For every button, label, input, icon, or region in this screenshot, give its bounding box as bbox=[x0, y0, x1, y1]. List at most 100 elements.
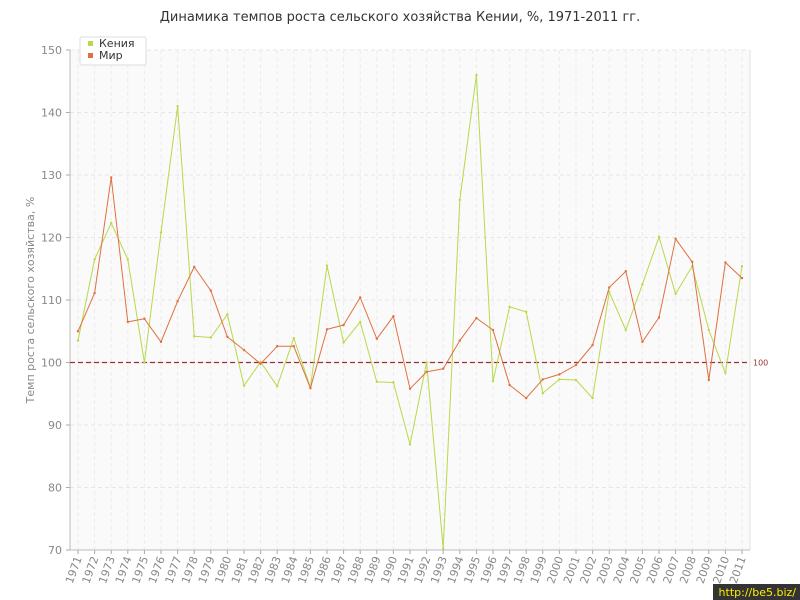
data-point-kenya bbox=[458, 198, 461, 202]
data-point-world bbox=[76, 330, 80, 333]
data-point-world bbox=[176, 300, 179, 303]
data-point-world bbox=[292, 345, 295, 348]
data-point-world bbox=[359, 296, 362, 299]
data-point-world bbox=[525, 396, 528, 400]
data-point-world bbox=[392, 315, 395, 318]
y-axis-title: Темп роста сельского хозяйства, % bbox=[24, 197, 37, 405]
data-point-kenya bbox=[574, 378, 578, 382]
y-tick-label: 130 bbox=[41, 169, 62, 182]
data-point-kenya bbox=[740, 265, 744, 268]
legend-label-world: Мир bbox=[99, 49, 123, 62]
data-point-kenya bbox=[707, 328, 710, 332]
data-point-kenya bbox=[292, 336, 295, 340]
data-point-kenya bbox=[159, 231, 163, 234]
series-lines bbox=[76, 73, 744, 550]
data-point-world bbox=[259, 362, 262, 365]
data-point-kenya bbox=[110, 221, 113, 225]
legend-swatch-kenya bbox=[88, 41, 93, 46]
data-point-world bbox=[724, 261, 727, 264]
data-point-world bbox=[425, 370, 428, 374]
data-point-world bbox=[309, 386, 312, 390]
data-point-kenya bbox=[76, 339, 80, 342]
data-point-world bbox=[276, 345, 279, 348]
data-point-world bbox=[691, 260, 694, 264]
data-point-kenya bbox=[674, 292, 677, 295]
data-point-world bbox=[242, 348, 246, 352]
data-point-world bbox=[674, 237, 677, 240]
y-tick-label: 80 bbox=[48, 482, 62, 495]
y-tick-label: 120 bbox=[41, 232, 62, 245]
data-point-world bbox=[707, 378, 710, 382]
data-point-world bbox=[442, 367, 445, 370]
data-point-world bbox=[641, 340, 644, 344]
data-point-world bbox=[143, 317, 146, 320]
y-tick-label: 150 bbox=[41, 44, 62, 57]
data-point-world bbox=[458, 339, 461, 342]
data-point-world bbox=[541, 378, 544, 381]
y-tick-label: 70 bbox=[48, 544, 62, 557]
data-point-kenya bbox=[242, 384, 246, 387]
y-tick-label: 90 bbox=[48, 419, 62, 432]
data-point-world bbox=[558, 373, 561, 376]
data-point-kenya bbox=[624, 328, 627, 332]
data-point-world bbox=[491, 328, 495, 332]
data-point-kenya bbox=[541, 391, 544, 395]
data-point-kenya bbox=[724, 371, 727, 375]
data-point-kenya bbox=[475, 73, 478, 77]
data-point-world bbox=[93, 291, 96, 295]
data-point-world bbox=[226, 335, 229, 339]
data-point-kenya bbox=[425, 361, 428, 364]
data-point-world bbox=[342, 323, 345, 327]
data-point-kenya bbox=[226, 313, 229, 316]
data-point-world bbox=[375, 337, 378, 340]
y-tick-label: 100 bbox=[41, 357, 62, 370]
data-point-world bbox=[591, 343, 594, 347]
legend-box bbox=[79, 36, 147, 66]
data-point-kenya bbox=[375, 380, 378, 384]
data-point-kenya bbox=[442, 547, 445, 550]
data-point-world bbox=[209, 289, 212, 292]
data-point-world bbox=[657, 316, 661, 319]
data-point-world bbox=[508, 383, 511, 387]
data-point-world bbox=[608, 286, 611, 289]
data-point-kenya bbox=[193, 335, 196, 338]
data-point-kenya bbox=[491, 380, 495, 383]
data-point-kenya bbox=[359, 320, 362, 324]
data-point-world bbox=[110, 176, 113, 179]
data-point-kenya bbox=[525, 310, 528, 314]
legend: Кения Мир bbox=[79, 36, 147, 66]
data-point-kenya bbox=[143, 361, 146, 364]
data-point-world bbox=[408, 387, 412, 390]
data-point-world bbox=[740, 276, 744, 280]
chart-title: Динамика темпов роста сельского хозяйств… bbox=[159, 10, 641, 25]
legend-swatch-world bbox=[88, 53, 93, 58]
data-point-kenya bbox=[176, 105, 179, 108]
legend-label-kenya: Кения bbox=[99, 37, 135, 50]
data-point-kenya bbox=[342, 341, 345, 344]
reference-line-group: 100 bbox=[70, 359, 768, 368]
data-point-kenya bbox=[392, 381, 395, 384]
data-point-world bbox=[159, 340, 163, 344]
data-point-world bbox=[624, 270, 627, 273]
data-point-kenya bbox=[93, 258, 96, 261]
data-point-kenya bbox=[209, 336, 212, 339]
data-point-kenya bbox=[508, 305, 511, 309]
data-point-world bbox=[126, 320, 129, 324]
y-tick-label: 110 bbox=[41, 294, 62, 307]
data-point-world bbox=[193, 265, 196, 269]
y-tick-label: 140 bbox=[41, 107, 62, 120]
axes bbox=[66, 49, 751, 554]
data-point-kenya bbox=[126, 258, 129, 261]
data-point-kenya bbox=[641, 283, 644, 286]
data-point-kenya bbox=[276, 385, 279, 388]
data-point-world bbox=[325, 328, 329, 331]
watermark-link[interactable]: http://be5.biz/ bbox=[712, 584, 800, 600]
reference-line-label: 100 bbox=[753, 359, 768, 368]
data-point-kenya bbox=[591, 396, 594, 400]
data-point-world bbox=[574, 363, 578, 367]
data-point-kenya bbox=[657, 235, 661, 239]
data-point-kenya bbox=[408, 443, 412, 446]
data-point-world bbox=[475, 316, 478, 320]
data-point-kenya bbox=[325, 264, 329, 267]
